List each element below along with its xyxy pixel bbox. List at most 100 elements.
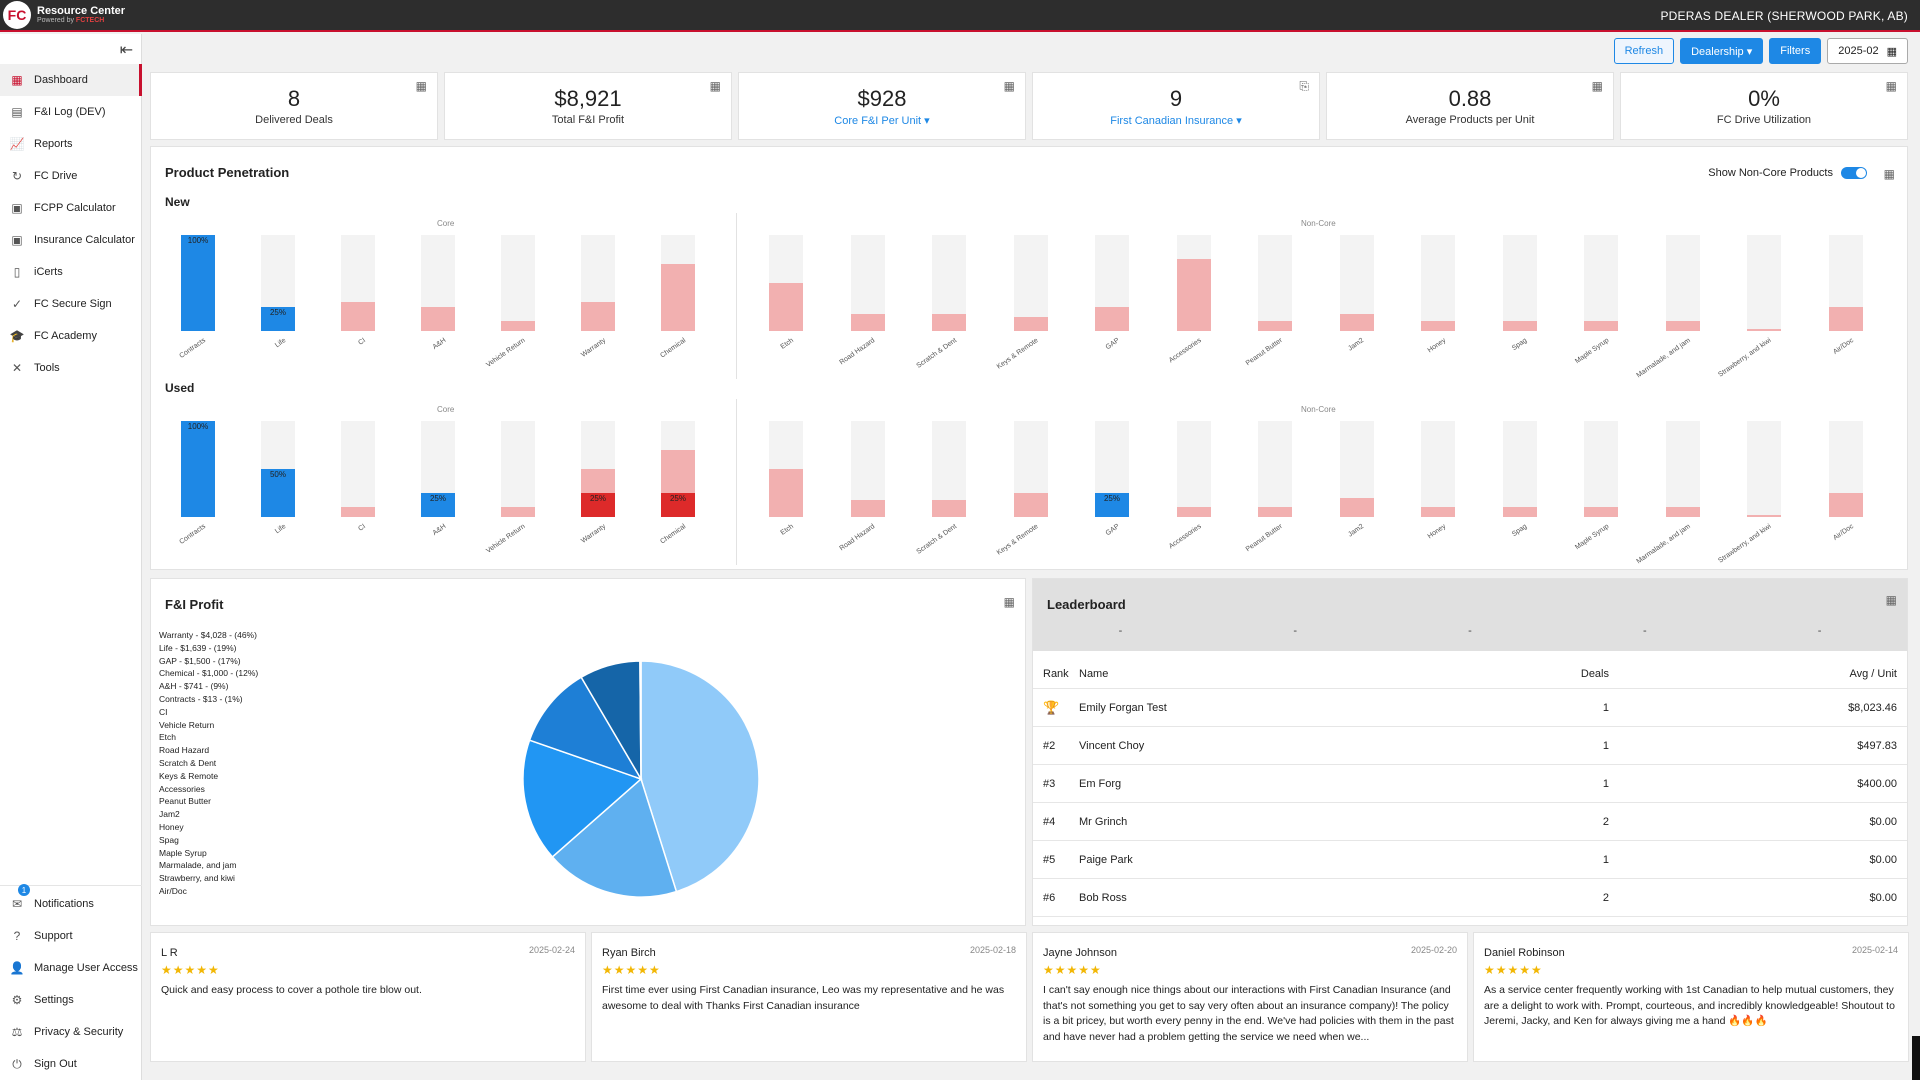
penetration-bar-strawberry-and-kiwi[interactable] <box>1747 421 1781 517</box>
sidebar-item-sign-out[interactable]: ⏻ Sign Out <box>0 1048 142 1080</box>
pie-slice-contracts[interactable] <box>639 660 642 780</box>
legend-item[interactable]: Road Hazard <box>159 745 210 756</box>
legend-item[interactable]: Scratch & Dent <box>159 757 217 768</box>
table-row[interactable]: #3 Em Forg 1 $400.00 <box>1033 765 1907 803</box>
sidebar-item-support[interactable]: ? Support <box>0 920 142 952</box>
sidebar-item-settings[interactable]: ⚙ Settings <box>0 984 142 1016</box>
penetration-bar-warranty[interactable]: 25% <box>581 421 615 517</box>
penetration-bar-keys-remote[interactable] <box>1013 235 1048 331</box>
dealership-dropdown[interactable]: Dealership ▾ <box>1680 38 1764 64</box>
legend-item[interactable]: Jam2 <box>159 809 180 820</box>
penetration-bar-strawberry-and-kiwi[interactable] <box>1747 235 1781 331</box>
sidebar-item-manage-user-access[interactable]: 👤 Manage User Access <box>0 952 142 984</box>
penetration-bar-gap[interactable]: 25% <box>1095 421 1129 517</box>
pie-slice-chemical[interactable] <box>528 676 643 781</box>
table-row[interactable]: #2 Vincent Choy 1 $497.83 <box>1033 727 1907 765</box>
penetration-bar-air-doc[interactable] <box>1828 235 1863 331</box>
penetration-bar-chemical[interactable]: 25% <box>661 421 695 517</box>
penetration-bar-maple-syrup[interactable] <box>1584 235 1618 331</box>
table-view-icon[interactable]: ▦ <box>415 79 427 93</box>
legend-item[interactable]: Strawberry, and kiwi <box>159 873 235 884</box>
legend-item[interactable]: Vehicle Return <box>159 719 215 730</box>
company-logo[interactable]: FC <box>3 1 31 29</box>
table-view-icon[interactable]: ▦ <box>1883 167 1895 181</box>
scrollbar-thumb[interactable] <box>1912 1036 1920 1080</box>
legend-item[interactable]: Marmalade, and jam <box>159 860 237 871</box>
table-view-icon[interactable]: ▦ <box>1591 79 1603 93</box>
table-row[interactable]: #6 Bob Ross 2 $0.00 <box>1033 879 1907 917</box>
non-core-toggle[interactable] <box>1841 167 1867 179</box>
sidebar-item-fcpp-calculator[interactable]: ▣ FCPP Calculator <box>0 192 142 224</box>
legend-item[interactable]: Peanut Butter <box>159 796 211 807</box>
penetration-bar-vehicle-return[interactable] <box>501 421 535 517</box>
penetration-bar-honey[interactable] <box>1421 421 1455 517</box>
penetration-bar-scratch-dent[interactable] <box>932 421 966 517</box>
penetration-bar-jam2[interactable] <box>1339 235 1374 331</box>
sidebar-item-icerts[interactable]: ▯ iCerts <box>0 256 142 288</box>
penetration-bar-keys-remote[interactable] <box>1013 421 1048 517</box>
penetration-bar-marmalade-and-jam[interactable] <box>1665 421 1700 517</box>
penetration-bar-spag[interactable] <box>1502 421 1537 517</box>
penetration-bar-scratch-dent[interactable] <box>932 235 966 331</box>
legend-item[interactable]: Maple Syrup <box>159 847 207 858</box>
refresh-button[interactable]: Refresh <box>1613 38 1675 64</box>
pie-slice-warranty[interactable] <box>640 660 760 893</box>
table-view-icon[interactable]: ▦ <box>1885 79 1897 93</box>
penetration-bar-accessories[interactable] <box>1176 421 1211 517</box>
table-row[interactable]: #5 Paige Park 1 $0.00 <box>1033 841 1907 879</box>
pie-slice-life[interactable] <box>551 777 678 898</box>
sidebar-item-fc-secure-sign[interactable]: ✓ FC Secure Sign <box>0 288 142 320</box>
penetration-bar-marmalade-and-jam[interactable] <box>1665 235 1700 331</box>
penetration-bar-road-hazard[interactable] <box>850 421 885 517</box>
dealer-name[interactable]: PDERAS DEALER (SHERWOOD PARK, AB) <box>1660 9 1908 23</box>
table-view-icon[interactable]: ▦ <box>1003 595 1015 609</box>
legend-item[interactable]: Etch <box>159 732 177 743</box>
kpi-dropdown[interactable]: Core F&I Per Unit ▾ <box>834 114 930 127</box>
legend-item[interactable]: Accessories <box>159 783 205 794</box>
sidebar-item-insurance-calculator[interactable]: ▣ Insurance Calculator <box>0 224 142 256</box>
col-deals[interactable]: Deals <box>1580 667 1609 680</box>
penetration-bar-maple-syrup[interactable] <box>1584 421 1618 517</box>
collapse-sidebar-icon[interactable]: ⇤ <box>119 42 133 59</box>
col-avg[interactable]: Avg / Unit <box>1849 667 1898 680</box>
col-rank[interactable]: Rank <box>1043 667 1069 680</box>
penetration-bar-etch[interactable] <box>769 235 803 331</box>
penetration-bar-honey[interactable] <box>1421 235 1455 331</box>
penetration-bar-life[interactable]: 50% <box>261 421 295 517</box>
penetration-bar-a-h[interactable] <box>421 235 455 331</box>
penetration-bar-chemical[interactable] <box>661 235 695 331</box>
legend-item[interactable]: A&H - $741 - (9%) <box>159 681 229 692</box>
calendar-icon[interactable]: ▦ <box>1886 45 1897 58</box>
filters-button[interactable]: Filters <box>1769 38 1822 64</box>
export-icon[interactable]: ⎘ <box>1299 79 1309 93</box>
sidebar-item-privacy-security[interactable]: ⚖ Privacy & Security <box>0 1016 142 1048</box>
table-row[interactable]: #4 Mr Grinch 2 $0.00 <box>1033 803 1907 841</box>
legend-item[interactable]: CI <box>159 706 168 717</box>
penetration-bar-peanut-butter[interactable] <box>1258 421 1292 517</box>
date-picker[interactable]: 2025-02 ▦ <box>1827 38 1908 64</box>
penetration-bar-vehicle-return[interactable] <box>501 235 535 331</box>
legend-item[interactable]: Life - $1,639 - (19%) <box>159 642 237 653</box>
penetration-bar-jam2[interactable] <box>1339 421 1374 517</box>
legend-item[interactable]: Honey <box>159 821 184 832</box>
sidebar-item-tools[interactable]: ✕ Tools <box>0 352 142 384</box>
penetration-bar-contracts[interactable]: 100% <box>181 421 215 517</box>
penetration-bar-etch[interactable] <box>769 421 803 517</box>
penetration-bar-a-h[interactable]: 25% <box>421 421 455 517</box>
table-view-icon[interactable]: ▦ <box>709 79 721 93</box>
penetration-bar-gap[interactable] <box>1095 235 1129 331</box>
sidebar-item-fc-academy[interactable]: 🎓 FC Academy <box>0 320 142 352</box>
sidebar-item-notifications[interactable]: ✉ Notifications 1 <box>0 884 142 920</box>
penetration-bar-ci[interactable] <box>341 235 375 331</box>
penetration-bar-ci[interactable] <box>341 421 375 517</box>
kpi-dropdown[interactable]: First Canadian Insurance ▾ <box>1110 114 1242 127</box>
penetration-bar-warranty[interactable] <box>581 235 615 331</box>
legend-item[interactable]: Chemical - $1,000 - (12%) <box>159 668 259 679</box>
table-row[interactable]: 🏆 Emily Forgan Test 1 $8,023.46 <box>1033 689 1907 727</box>
legend-item[interactable]: Keys & Remote <box>159 770 219 781</box>
legend-item[interactable]: Spag <box>159 834 179 845</box>
sidebar-item-dashboard[interactable]: ▦ Dashboard <box>0 64 142 96</box>
col-name[interactable]: Name <box>1079 667 1109 680</box>
penetration-bar-peanut-butter[interactable] <box>1258 235 1292 331</box>
penetration-bar-spag[interactable] <box>1502 235 1537 331</box>
